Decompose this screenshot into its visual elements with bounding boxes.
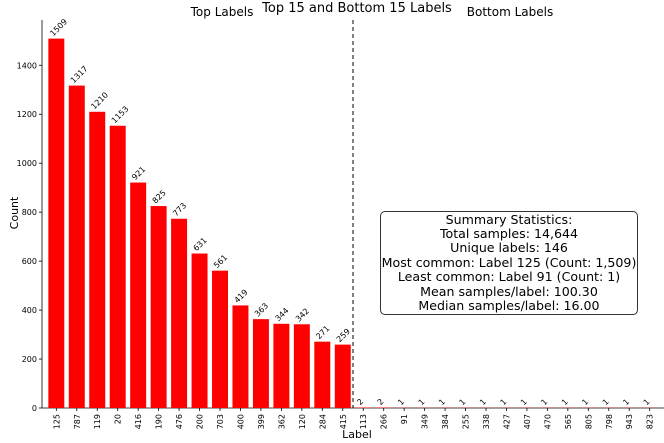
x-tick-label: 823: [646, 414, 655, 429]
x-tick-label: 338: [482, 414, 491, 429]
summary-median: Median samples/label: 16.00: [418, 298, 600, 314]
y-tick-label: 800: [22, 208, 37, 217]
top-labels-caption: Top Labels: [190, 5, 254, 19]
summary-unique-labels: Unique labels: 146: [450, 240, 568, 256]
x-tick-label: 703: [216, 414, 225, 429]
x-tick-label: 416: [134, 414, 143, 429]
x-tick-label: 284: [318, 414, 327, 429]
x-tick-label: 125: [52, 414, 61, 429]
bottom-labels-caption: Bottom Labels: [467, 5, 553, 19]
data-label: 773: [171, 201, 188, 218]
plot-area: 0200400600800100012001400125150978713171…: [17, 17, 664, 429]
bar-415: [334, 344, 351, 408]
data-label: 419: [233, 288, 250, 305]
data-label: 1210: [89, 90, 110, 111]
x-tick-label: 415: [339, 414, 348, 429]
y-tick-label: 400: [22, 306, 37, 315]
data-label: 1: [437, 397, 447, 407]
x-tick-label: 427: [502, 414, 511, 429]
bar-284: [314, 341, 331, 408]
data-label: 1: [621, 397, 631, 407]
x-tick-label: 565: [564, 414, 573, 429]
y-tick-label: 1400: [17, 61, 37, 70]
y-tick-label: 600: [22, 257, 37, 266]
y-tick-label: 0: [32, 404, 37, 413]
bar-200: [191, 253, 208, 408]
x-tick-label: 943: [625, 414, 634, 429]
x-tick-label: 120: [298, 414, 307, 429]
summary-heading: Summary Statistics:: [445, 211, 573, 227]
data-label: 1317: [69, 64, 90, 85]
bar-20: [109, 125, 126, 409]
data-label: 631: [192, 236, 209, 253]
x-tick-label: 805: [584, 414, 593, 429]
data-label: 344: [273, 306, 290, 323]
data-label: 271: [314, 324, 331, 341]
data-label: 921: [130, 165, 147, 182]
bar-703: [212, 270, 228, 408]
x-axis-label: Label: [342, 428, 372, 441]
bar-125: [48, 38, 65, 408]
data-label: 1: [642, 397, 652, 407]
y-axis-label: Count: [8, 196, 21, 229]
y-tick-label: 200: [22, 355, 37, 364]
x-tick-label: 255: [462, 414, 471, 429]
bar-119: [89, 111, 106, 409]
summary-total-samples: Total samples: 14,644: [439, 225, 579, 241]
data-label: 1: [458, 397, 468, 407]
x-tick-label: 91: [400, 414, 409, 424]
bar-787: [68, 85, 85, 409]
summary-statistics-box: Summary Statistics: Total samples: 14,64…: [380, 211, 638, 315]
chart-title: Top 15 and Bottom 15 Labels: [261, 1, 452, 16]
data-label: 1: [396, 397, 406, 407]
summary-most-common: Most common: Label 125 (Count: 1,509): [381, 254, 637, 270]
x-tick-label: 400: [236, 414, 245, 429]
bar-416: [130, 182, 147, 408]
data-label: 259: [335, 327, 352, 344]
bar-190: [150, 206, 167, 408]
summary-mean: Mean samples/label: 100.30: [420, 283, 598, 299]
data-label: 1509: [48, 17, 69, 38]
x-tick-label: 266: [380, 414, 389, 429]
x-tick-label: 362: [277, 414, 286, 429]
data-label: 825: [151, 188, 168, 205]
data-label: 1: [499, 397, 509, 407]
x-tick-label: 476: [175, 414, 184, 429]
x-tick-label: 119: [93, 414, 102, 429]
x-tick-label: 190: [155, 414, 164, 429]
data-label: 2: [376, 397, 386, 407]
x-tick-label: 787: [73, 414, 82, 429]
bar-362: [273, 323, 290, 408]
bar-120: [293, 324, 310, 408]
x-tick-label: 407: [523, 414, 532, 429]
x-tick-label: 384: [441, 414, 450, 429]
x-tick-label: 399: [257, 414, 266, 429]
data-label: 1: [601, 397, 611, 407]
y-tick-label: 1200: [17, 110, 37, 119]
data-label: 1: [519, 397, 529, 407]
data-label: 1: [478, 397, 488, 407]
x-tick-label: 349: [421, 414, 430, 429]
x-tick-label: 200: [196, 414, 205, 429]
data-label: 1: [580, 397, 590, 407]
x-tick-label: 113: [359, 414, 368, 429]
data-label: 342: [294, 307, 311, 324]
summary-least-common: Least common: Label 91 (Count: 1): [397, 269, 621, 285]
data-label: 1: [539, 397, 549, 407]
data-label: 561: [212, 253, 229, 270]
x-tick-label: 470: [543, 414, 552, 429]
bar-400: [232, 305, 249, 408]
x-tick-label: 20: [114, 414, 123, 424]
data-label: 1: [417, 397, 427, 407]
y-tick-label: 1000: [17, 159, 37, 168]
data-label: 363: [253, 301, 270, 318]
x-tick-label: 798: [605, 414, 614, 429]
data-label: 1153: [110, 104, 131, 125]
bar-399: [252, 319, 269, 408]
data-label: 2: [355, 397, 365, 407]
bar-476: [171, 218, 188, 408]
data-label: 1: [560, 397, 570, 407]
